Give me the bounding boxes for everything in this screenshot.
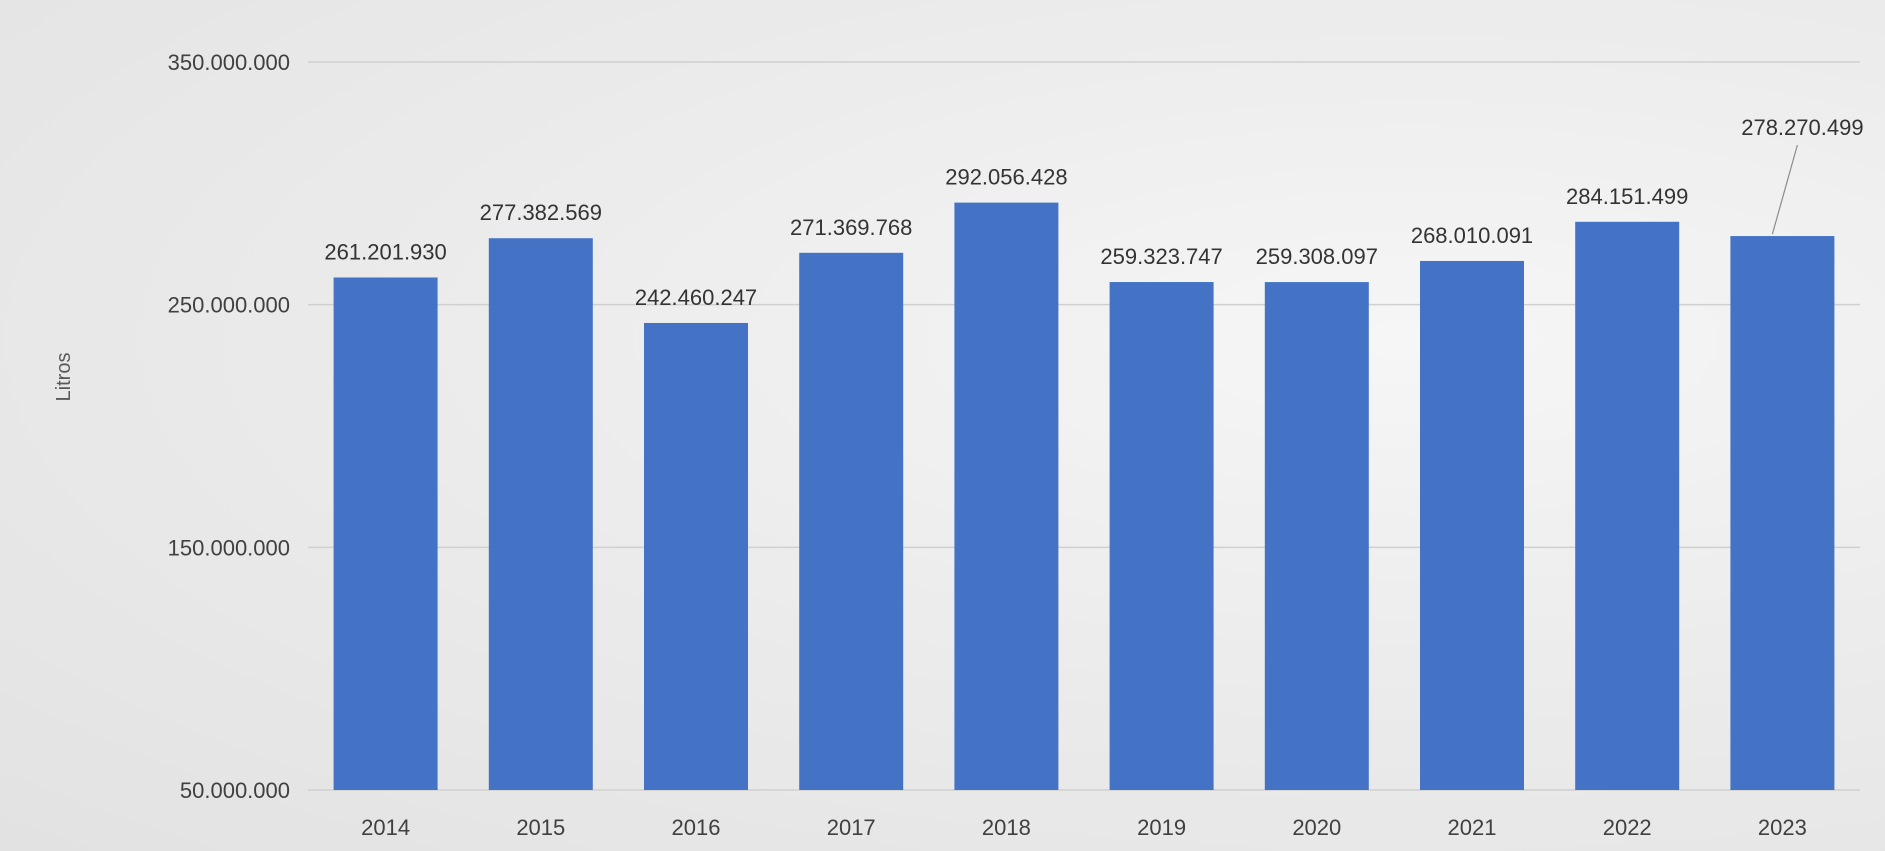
bar-2020: [1264, 282, 1369, 790]
bar-2014: [333, 277, 438, 791]
y-tick-label: 250.000.000: [168, 293, 290, 318]
bar-2021: [1420, 260, 1524, 791]
bar-2022: [1575, 221, 1680, 790]
data-label: 261.201.930: [324, 239, 446, 264]
axis-ticks: 50.000.000 150.000.000 250.000.000 350.000.…: [168, 50, 1807, 840]
x-tick-label: 2015: [516, 815, 565, 840]
data-label: 259.323.747: [1100, 244, 1222, 269]
bars: [333, 202, 1835, 791]
bar-2015: [488, 238, 593, 791]
data-labels: 261.201.930 277.382.569 242.460.247 271.369…: [324, 115, 1863, 310]
x-tick-label: 2019: [1137, 815, 1186, 840]
bar-2016: [644, 322, 748, 790]
y-tick-label: 50.000.000: [180, 778, 290, 803]
x-tick-label: 2014: [361, 815, 410, 840]
y-tick-label: 150.000.000: [168, 535, 290, 560]
x-tick-label: 2017: [827, 815, 876, 840]
y-tick-label: 350.000.000: [168, 50, 290, 75]
data-label: 259.308.097: [1256, 244, 1378, 269]
data-label: 268.010.091: [1411, 223, 1533, 248]
x-tick-label: 2018: [982, 815, 1031, 840]
bar-2019: [1109, 282, 1214, 790]
data-label: 292.056.428: [945, 165, 1067, 190]
x-tick-label: 2021: [1448, 815, 1497, 840]
data-label-leader-line: [1771, 144, 1798, 235]
data-label: 277.382.569: [480, 200, 602, 225]
data-label: 278.270.499: [1741, 115, 1863, 140]
x-tick-label: 2022: [1603, 815, 1652, 840]
data-label: 242.460.247: [635, 285, 757, 310]
x-tick-label: 2016: [672, 815, 721, 840]
x-tick-label: 2020: [1292, 815, 1341, 840]
data-label: 271.369.768: [790, 215, 912, 240]
bar-2017: [799, 252, 904, 791]
x-tick-label: 2023: [1758, 815, 1807, 840]
bar-2018: [954, 202, 1059, 790]
y-axis-title: Litros: [53, 353, 75, 402]
data-label: 284.151.499: [1566, 184, 1688, 209]
bar-2023: [1730, 236, 1835, 790]
